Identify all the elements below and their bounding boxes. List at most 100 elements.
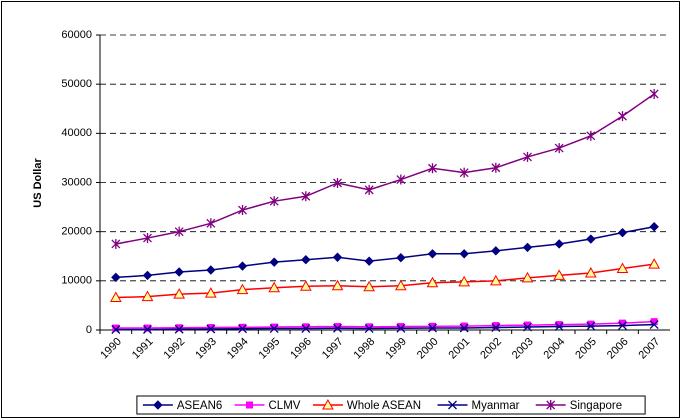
marker: [619, 319, 626, 327]
marker: [364, 184, 374, 195]
marker: [206, 324, 216, 334]
marker: [268, 281, 281, 293]
y-axis-label: US Dollar: [32, 158, 44, 208]
marker: [491, 246, 501, 256]
marker: [427, 249, 438, 259]
marker: [238, 324, 247, 334]
legend-label: Myanmar: [472, 400, 520, 412]
marker: [236, 283, 249, 295]
marker: [459, 323, 469, 333]
marker: [237, 261, 248, 271]
marker: [448, 400, 457, 410]
marker: [174, 324, 184, 334]
marker: [109, 291, 122, 303]
y-tick-label: 60000: [61, 29, 92, 41]
marker: [111, 325, 121, 334]
marker: [429, 322, 436, 330]
y-tick-label: 50000: [61, 78, 92, 90]
marker: [204, 287, 217, 298]
marker: [142, 270, 153, 281]
marker: [618, 321, 627, 331]
marker: [428, 163, 437, 174]
legend-label: ASEAN6: [177, 400, 222, 412]
marker: [396, 323, 406, 333]
legend-label: Singapore: [570, 400, 622, 412]
marker: [207, 324, 215, 332]
marker: [489, 274, 502, 286]
marker: [649, 222, 659, 232]
legend-box: [136, 395, 646, 415]
marker: [492, 322, 500, 330]
marker: [554, 239, 564, 249]
marker: [301, 254, 311, 265]
marker: [365, 323, 373, 331]
series-line: [115, 320, 655, 329]
marker: [649, 320, 659, 330]
marker: [586, 321, 596, 331]
marker: [426, 276, 439, 288]
marker: [112, 324, 120, 332]
marker: [111, 238, 121, 249]
marker: [174, 226, 184, 237]
marker: [586, 130, 596, 141]
marker: [397, 323, 405, 331]
marker: [299, 280, 312, 291]
marker: [523, 322, 532, 332]
marker: [269, 196, 279, 207]
marker: [206, 265, 216, 275]
marker: [364, 324, 374, 333]
marker: [648, 258, 661, 269]
marker: [143, 325, 152, 334]
series-line: [115, 93, 655, 245]
marker: [173, 288, 186, 299]
marker: [649, 89, 659, 99]
marker: [239, 323, 246, 331]
marker: [302, 323, 310, 331]
marker: [206, 218, 216, 229]
marker: [554, 143, 564, 154]
marker: [333, 323, 342, 333]
marker: [584, 266, 597, 278]
marker: [246, 401, 253, 409]
marker: [524, 321, 531, 329]
marker: [153, 400, 163, 410]
marker: [331, 279, 344, 291]
y-tick-label: 0: [86, 324, 92, 336]
marker: [553, 269, 566, 280]
marker: [396, 253, 406, 263]
legend-label: Whole ASEAN: [347, 400, 421, 412]
series-line: [115, 263, 655, 299]
marker: [522, 242, 533, 253]
marker: [270, 323, 278, 331]
marker: [144, 324, 151, 332]
marker: [618, 111, 627, 122]
marker: [521, 271, 534, 283]
y-tick-label: 20000: [61, 226, 92, 238]
y-tick-label: 40000: [61, 127, 92, 139]
marker: [428, 323, 437, 333]
marker: [364, 256, 374, 266]
marker: [616, 262, 629, 274]
marker: [555, 321, 563, 329]
marker: [141, 290, 154, 302]
marker: [301, 191, 311, 202]
marker: [175, 324, 183, 332]
marker: [269, 324, 279, 333]
series-line: [115, 226, 655, 279]
marker: [174, 267, 184, 277]
marker: [301, 324, 311, 333]
marker: [460, 322, 468, 330]
legend-label: CLMV: [269, 400, 301, 412]
marker: [334, 323, 341, 331]
marker: [523, 151, 532, 162]
y-tick-label: 10000: [61, 275, 92, 287]
y-tick-label: 30000: [61, 176, 92, 188]
marker: [111, 272, 121, 283]
marker: [322, 398, 334, 410]
marker: [491, 162, 501, 173]
marker: [363, 280, 376, 292]
marker: [650, 318, 658, 326]
marker: [394, 279, 407, 291]
